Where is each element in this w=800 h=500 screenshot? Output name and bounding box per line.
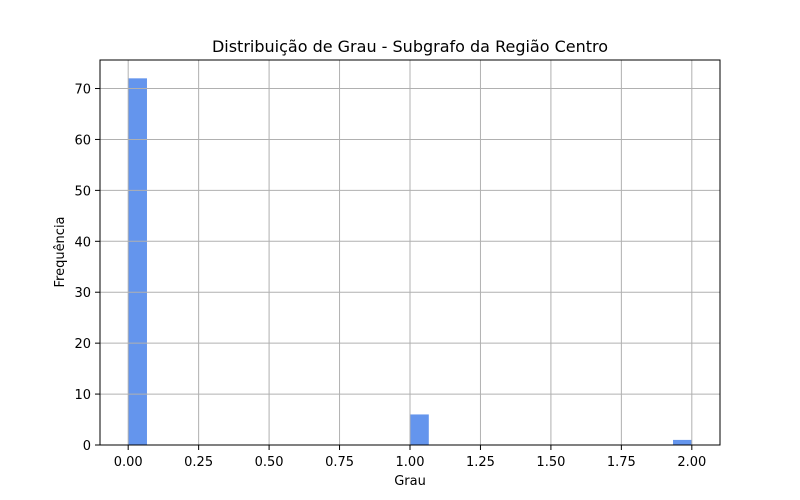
x-tick-label: 1.75 — [607, 455, 636, 470]
x-axis-ticks: 0.00 0.25 0.50 0.75 1.00 1.25 1.50 1.75 2.00 — [114, 445, 706, 470]
x-tick-label: 1.50 — [536, 455, 565, 470]
histogram-bar — [410, 414, 429, 445]
x-tick-label: 0.25 — [184, 455, 213, 470]
x-tick-label: 2.00 — [677, 455, 706, 470]
y-tick-label: 0 — [83, 439, 91, 454]
x-tick-label: 0.75 — [325, 455, 354, 470]
x-axis-label: Grau — [394, 474, 426, 489]
y-tick-label: 20 — [74, 337, 91, 352]
y-tick-label: 40 — [74, 235, 91, 250]
y-tick-label: 50 — [74, 184, 91, 199]
x-tick-label: 1.25 — [466, 455, 495, 470]
histogram-bar — [673, 439, 692, 445]
y-tick-label: 10 — [74, 388, 91, 403]
bars — [128, 78, 692, 445]
histogram-bar — [128, 78, 147, 445]
x-tick-label: 0.00 — [114, 455, 143, 470]
x-tick-label: 1.00 — [396, 455, 425, 470]
y-tick-label: 30 — [74, 286, 91, 301]
chart-title: Distribuição de Grau - Subgrafo da Regiã… — [212, 37, 608, 56]
x-tick-label: 0.50 — [255, 455, 284, 470]
y-tick-label: 60 — [74, 133, 91, 148]
y-axis-ticks: 0 10 20 30 40 50 60 70 — [74, 83, 100, 454]
y-tick-label: 70 — [74, 83, 91, 98]
y-axis-label: Frequência — [53, 216, 68, 287]
grid-lines — [100, 60, 720, 446]
